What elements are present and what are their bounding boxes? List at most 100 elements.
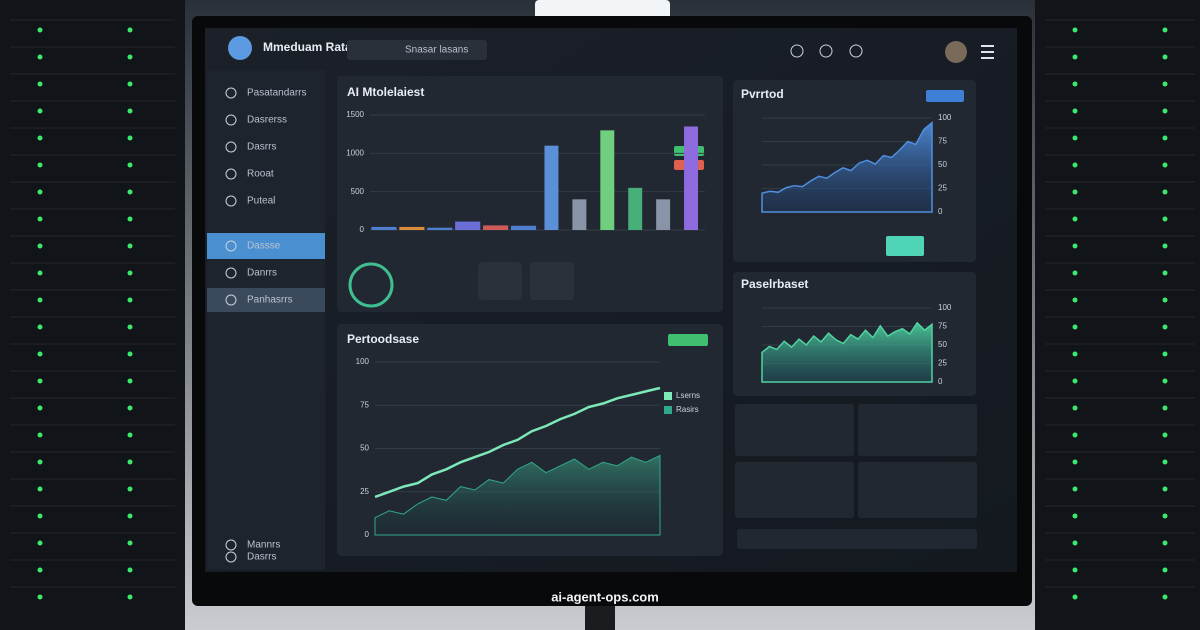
y-tick-label: 0	[938, 207, 943, 216]
bar	[510, 225, 537, 230]
led	[1072, 270, 1078, 276]
led	[1072, 324, 1078, 330]
led	[1162, 567, 1168, 573]
sidebar-item[interactable]: Puteal	[247, 196, 275, 207]
led	[37, 297, 43, 303]
y-tick-label: 25	[938, 359, 947, 368]
sidebar-item[interactable]: Mannrs	[247, 540, 280, 551]
bar	[427, 227, 453, 230]
led	[37, 567, 43, 573]
sidebar-item[interactable]: Pasatandarrs	[247, 88, 306, 99]
sidebar-item[interactable]: Dasrrs	[247, 142, 276, 153]
y-tick-label: 1000	[346, 148, 364, 157]
led	[37, 405, 43, 411]
y-tick-label: 75	[360, 400, 369, 409]
line	[374, 386, 661, 499]
led	[1162, 351, 1168, 357]
led	[1072, 405, 1078, 411]
led	[127, 108, 133, 114]
led	[127, 243, 133, 249]
led	[1072, 486, 1078, 492]
led	[37, 27, 43, 33]
led	[127, 405, 133, 411]
led	[37, 486, 43, 492]
sidebar-item[interactable]: Dassse	[247, 241, 281, 252]
led	[1162, 594, 1168, 600]
rack-leds	[10, 19, 1195, 600]
led	[127, 378, 133, 384]
led	[1162, 135, 1168, 141]
led	[1162, 162, 1168, 168]
y-tick-label: 50	[360, 444, 369, 453]
legend-label: Rasirs	[676, 405, 699, 414]
bar	[544, 145, 559, 230]
y-tick-label: 100	[356, 357, 370, 366]
button[interactable]	[926, 90, 964, 102]
sidebar-items: Pasatandarrs Dasrerss Dasrrs Rooat Puteal Das…	[207, 87, 325, 563]
icon[interactable]	[819, 44, 833, 58]
led	[1162, 189, 1168, 195]
led	[1162, 81, 1168, 87]
led	[127, 216, 133, 222]
menu-icon[interactable]	[981, 45, 994, 59]
search-text: Snasar lasans	[405, 45, 468, 56]
sidebar	[207, 70, 325, 570]
led	[127, 135, 133, 141]
led	[1072, 378, 1078, 384]
led	[127, 594, 133, 600]
led	[37, 135, 43, 141]
led	[1072, 162, 1078, 168]
y-tick-label: 0	[938, 377, 943, 386]
led	[37, 54, 43, 60]
icon[interactable]	[790, 44, 804, 58]
led	[1162, 405, 1168, 411]
led	[1162, 216, 1168, 222]
chart-title: Pvrrtod	[741, 87, 784, 101]
y-tick-label: 75	[938, 137, 947, 146]
sidebar-item[interactable]: Danrrs	[247, 268, 277, 279]
sidebar-item[interactable]: Rooat	[247, 169, 274, 180]
kpi	[478, 262, 522, 300]
led	[1162, 270, 1168, 276]
led	[37, 540, 43, 546]
badge	[886, 236, 924, 256]
y-tick-label: 500	[351, 187, 365, 196]
led	[37, 513, 43, 519]
chart-title: AI Mtolelaiest	[347, 85, 424, 99]
led	[127, 162, 133, 168]
led	[127, 351, 133, 357]
app-title: Mmeduam Rata	[263, 40, 352, 54]
area	[761, 321, 933, 383]
legend-label: Lserns	[676, 391, 700, 400]
bar	[684, 126, 699, 230]
led	[127, 486, 133, 492]
sidebar-item[interactable]: Dasrerss	[247, 115, 287, 126]
search-box[interactable]	[347, 40, 487, 60]
avatar[interactable]	[945, 41, 967, 63]
card	[735, 462, 854, 518]
button[interactable]	[668, 334, 708, 346]
led	[127, 27, 133, 33]
y-tick-label: 1500	[346, 110, 364, 119]
bar	[628, 187, 643, 230]
sidebar-item[interactable]: Panhasrrs	[247, 295, 293, 306]
y-tick-label: 100	[938, 303, 952, 312]
led	[1072, 135, 1078, 141]
ceiling-light	[535, 0, 670, 20]
chart-title: Paselrbaset	[741, 277, 808, 291]
led	[1072, 216, 1078, 222]
sidebar-icon	[225, 141, 237, 153]
led	[127, 540, 133, 546]
sidebar-icon	[225, 195, 237, 207]
led	[37, 216, 43, 222]
led	[1162, 27, 1168, 33]
sidebar-icon	[225, 114, 237, 126]
logo	[228, 36, 252, 60]
led	[1162, 513, 1168, 519]
led	[1162, 459, 1168, 465]
icon[interactable]	[849, 44, 863, 58]
sidebar-selected	[207, 288, 325, 312]
led	[1072, 243, 1078, 249]
sidebar-item[interactable]: Dasrrs	[247, 552, 276, 563]
card	[858, 462, 977, 518]
